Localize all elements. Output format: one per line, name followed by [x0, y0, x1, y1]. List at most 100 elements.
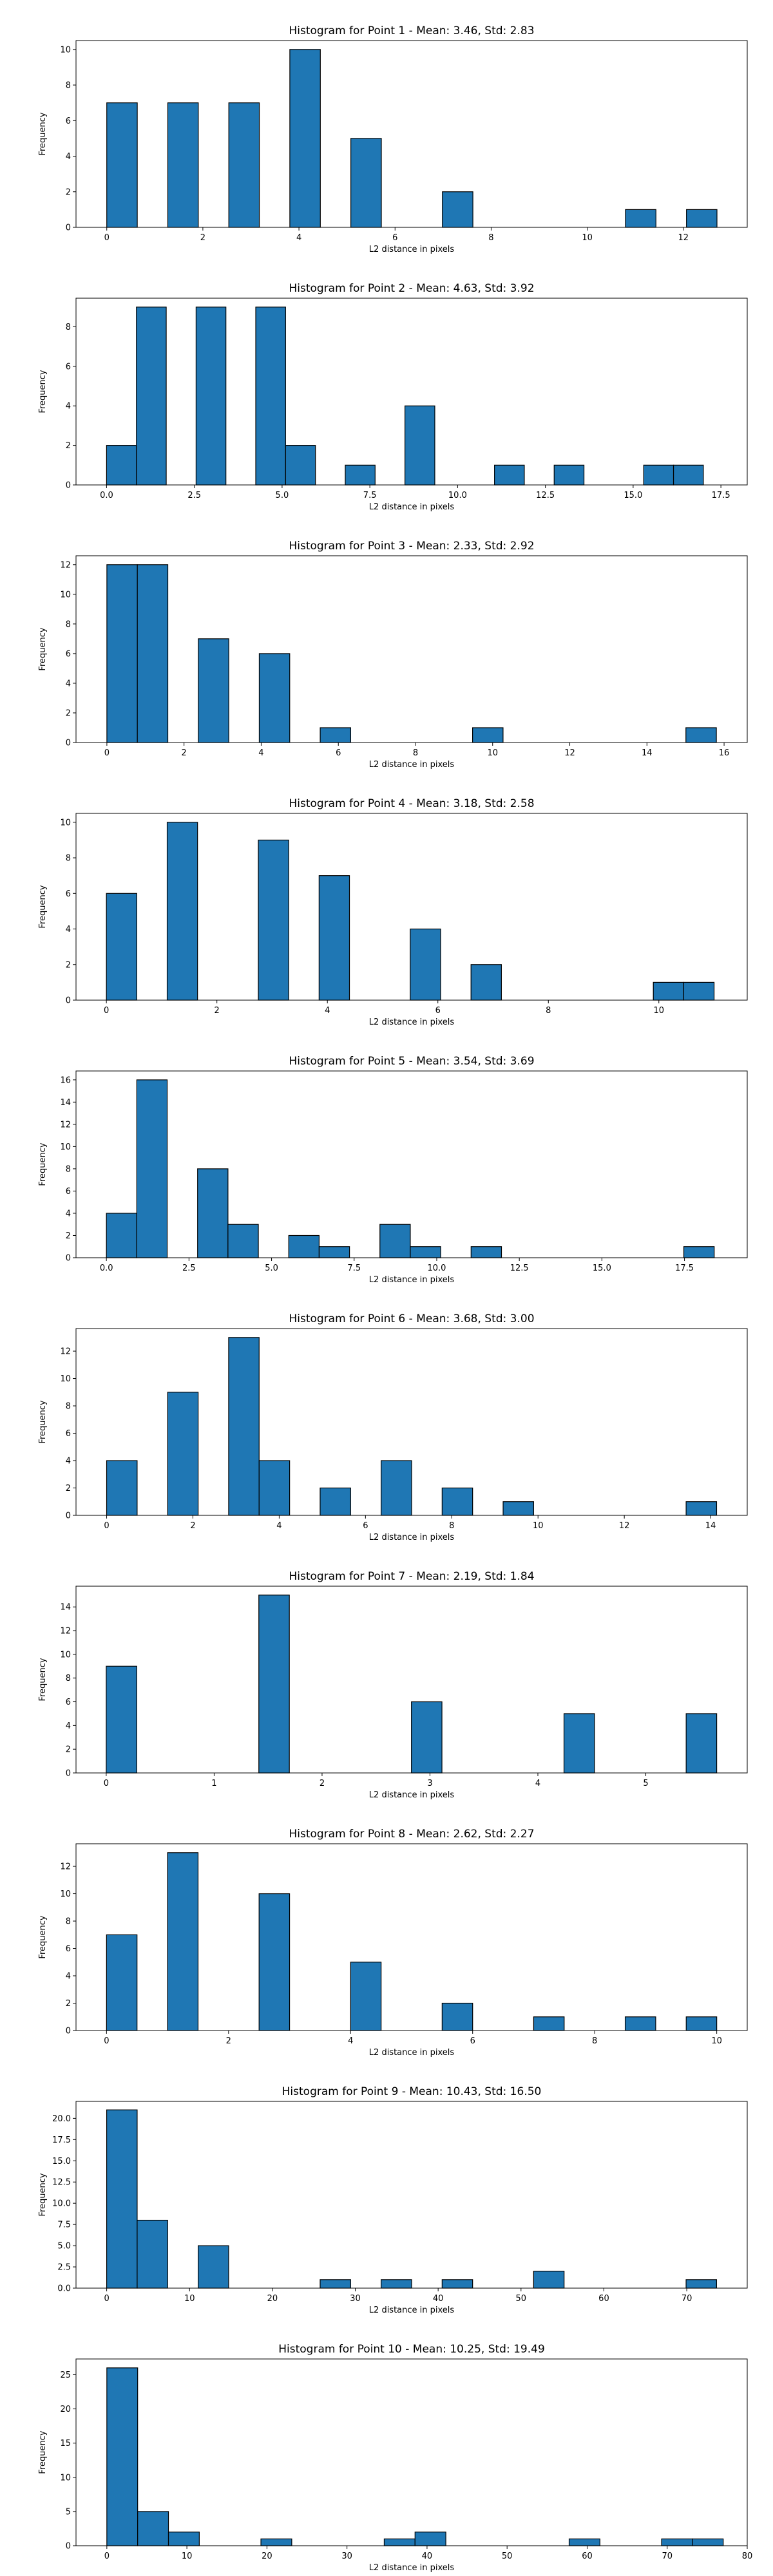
- x-tick-label: 20: [262, 2552, 272, 2561]
- y-tick-label: 14: [60, 1098, 71, 1108]
- y-tick-label: 0: [66, 223, 71, 233]
- histogram-bar: [258, 1893, 291, 2031]
- y-tick-label: 10: [60, 45, 71, 55]
- histogram-bar: [320, 2279, 351, 2289]
- x-tick-label: 14: [705, 1521, 716, 1531]
- y-tick-label: 0: [66, 2027, 71, 2036]
- y-tick-label: 8: [66, 1164, 71, 1174]
- histogram-bar: [683, 1246, 715, 1258]
- x-axis-label: L2 distance in pixels: [369, 502, 455, 512]
- y-tick-label: 10.0: [52, 2199, 71, 2209]
- histogram-bar: [350, 1962, 382, 2031]
- histogram-bar: [106, 1213, 137, 1258]
- x-tick-label: 12: [619, 1521, 630, 1531]
- histogram-bar: [167, 2532, 200, 2546]
- y-tick-label: 6: [66, 1944, 71, 1954]
- y-tick-label: 12: [60, 560, 71, 570]
- histogram-bar: [414, 2532, 446, 2546]
- x-tick-label: 8: [546, 1006, 551, 1016]
- x-axis-label: L2 distance in pixels: [369, 1275, 455, 1285]
- y-tick-label: 4: [66, 1972, 71, 1982]
- chart-title: Histogram for Point 5 - Mean: 3.54, Std:…: [289, 1055, 534, 1068]
- axes-frame: [75, 1328, 748, 1516]
- x-tick-label: 17.5: [675, 1264, 694, 1273]
- x-tick-label: 70: [682, 2294, 692, 2304]
- axes-frame: [75, 813, 748, 1001]
- histogram-bar: [685, 2279, 718, 2289]
- y-tick-label: 2: [66, 187, 71, 197]
- y-tick-label: 5.0: [57, 2242, 71, 2251]
- x-axis-label: L2 distance in pixels: [369, 2306, 455, 2315]
- x-axis-label: L2 distance in pixels: [369, 1018, 455, 1027]
- y-tick-label: 2: [66, 1745, 71, 1755]
- x-tick-label: 0: [104, 1521, 109, 1531]
- y-tick-label: 8: [66, 1917, 71, 1927]
- x-axis-label: L2 distance in pixels: [369, 1533, 455, 1542]
- y-axis-label: Frequency: [38, 1658, 48, 1701]
- x-tick-label: 4: [258, 748, 263, 758]
- y-tick-label: 6: [66, 117, 71, 126]
- y-tick-label: 8: [66, 323, 71, 332]
- x-tick-label: 0.0: [100, 1264, 113, 1273]
- x-tick-label: 10: [654, 1006, 665, 1016]
- histogram-bar: [228, 102, 260, 228]
- histogram-bar: [195, 307, 227, 486]
- y-tick-label: 0.0: [57, 2284, 71, 2294]
- x-tick-label: 50: [516, 2294, 527, 2304]
- y-tick-label: 10: [60, 818, 71, 828]
- x-tick-label: 10: [582, 233, 593, 243]
- axes-frame: [75, 1070, 748, 1258]
- x-tick-label: 4: [325, 1006, 330, 1016]
- x-tick-label: 10.0: [448, 491, 467, 500]
- histogram-bar: [136, 1079, 168, 1258]
- x-tick-label: 40: [433, 2294, 444, 2304]
- x-tick-label: 80: [742, 2552, 753, 2561]
- histogram-bar: [470, 964, 502, 1001]
- y-tick-label: 0: [66, 1254, 71, 1264]
- histogram-bar: [441, 2002, 473, 2031]
- x-axis-label: L2 distance in pixels: [369, 2563, 455, 2573]
- x-tick-label: 2.5: [182, 1264, 196, 1273]
- histogram-bar: [686, 209, 718, 228]
- y-tick-label: 4: [66, 1457, 71, 1466]
- y-axis-label: Frequency: [38, 627, 48, 670]
- histogram-bar: [441, 1487, 473, 1516]
- x-tick-label: 7.5: [347, 1264, 361, 1273]
- x-tick-label: 12.5: [510, 1264, 529, 1273]
- x-tick-label: 2: [182, 748, 187, 758]
- histogram-bar: [106, 445, 137, 486]
- histogram-bar: [106, 1460, 138, 1516]
- x-tick-label: 2.5: [187, 491, 201, 500]
- y-tick-label: 4: [66, 402, 71, 412]
- histogram-bar: [411, 1701, 443, 1774]
- histogram-bar: [137, 564, 169, 743]
- y-tick-label: 10: [60, 1374, 71, 1384]
- histogram-bar: [383, 2538, 415, 2546]
- x-tick-label: 4: [348, 2036, 353, 2046]
- x-tick-label: 12: [564, 748, 575, 758]
- y-tick-label: 8: [66, 1402, 71, 1412]
- y-tick-label: 10: [60, 590, 71, 600]
- histogram-panel-7: Histogram for Point 7 - Mean: 2.19, Std:…: [38, 1570, 748, 1800]
- histogram-bar: [320, 727, 351, 743]
- x-tick-label: 5.0: [265, 1264, 278, 1273]
- axes-frame: [75, 1843, 748, 2031]
- histogram-bar: [258, 839, 289, 1001]
- x-tick-label: 60: [598, 2294, 609, 2304]
- y-tick-label: 6: [66, 889, 71, 899]
- histogram-bar: [494, 464, 525, 486]
- chart-title: Histogram for Point 8 - Mean: 2.62, Std:…: [289, 1828, 534, 1841]
- x-tick-label: 10.0: [427, 1264, 446, 1273]
- x-tick-label: 2: [190, 1521, 195, 1531]
- histogram-bar: [227, 1224, 259, 1258]
- x-tick-label: 16: [719, 748, 730, 758]
- x-axis-label: L2 distance in pixels: [369, 2048, 455, 2058]
- axes-frame: [75, 2358, 748, 2546]
- x-tick-label: 5: [643, 1779, 648, 1788]
- histogram-bar: [533, 2016, 565, 2031]
- y-axis-label: Frequency: [38, 1915, 48, 1958]
- y-axis-label: Frequency: [38, 112, 48, 155]
- histogram-panel-3: Histogram for Point 3 - Mean: 2.33, Std:…: [38, 540, 748, 770]
- histogram-bar: [345, 464, 376, 486]
